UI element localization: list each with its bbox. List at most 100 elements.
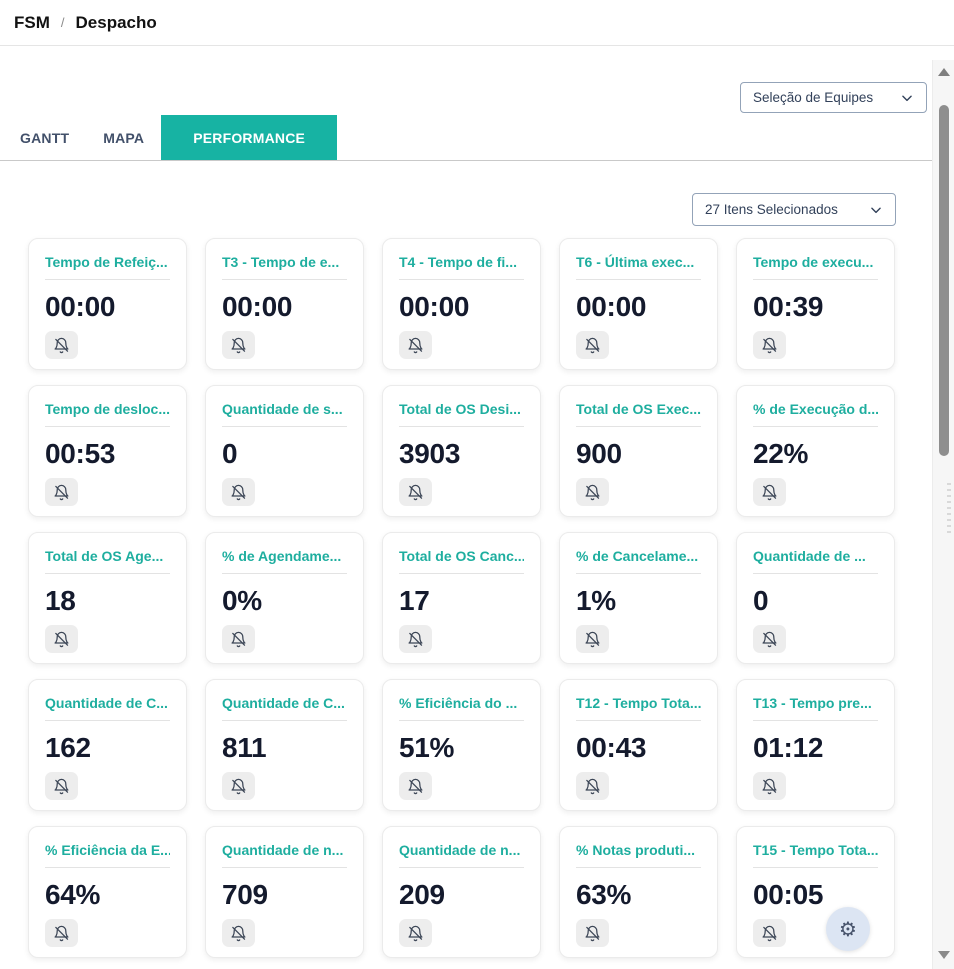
kpi-title-divider bbox=[45, 867, 170, 868]
kpi-card[interactable]: % de Agendame... 0% bbox=[205, 532, 364, 664]
mute-alert-button[interactable] bbox=[753, 331, 786, 359]
mute-alert-button[interactable] bbox=[45, 919, 78, 947]
kpi-title-divider bbox=[399, 867, 524, 868]
kpi-card-value: 17 bbox=[399, 585, 430, 616]
bell-off-icon bbox=[408, 631, 423, 647]
kpi-card[interactable]: % de Cancelame... 1% bbox=[559, 532, 718, 664]
kpi-card[interactable]: Quantidade de n... 209 bbox=[382, 826, 541, 958]
bell-off-icon bbox=[585, 631, 600, 647]
kpi-card-title: % Eficiência da E... bbox=[45, 842, 170, 858]
mute-alert-button[interactable] bbox=[753, 919, 786, 947]
kpi-title-divider bbox=[45, 279, 170, 280]
mute-alert-button[interactable] bbox=[399, 478, 432, 506]
kpi-card-title: Total de OS Desi... bbox=[399, 401, 521, 417]
kpi-card[interactable]: Quantidade de C... 811 bbox=[205, 679, 364, 811]
kpi-card[interactable]: % Eficiência da E... 64% bbox=[28, 826, 187, 958]
kpi-card[interactable]: T4 - Tempo de fi... 00:00 bbox=[382, 238, 541, 370]
kpi-title-divider bbox=[222, 720, 347, 721]
kpi-card[interactable]: Total de OS Canc... 17 bbox=[382, 532, 541, 664]
tab-gantt[interactable]: GANTT bbox=[20, 129, 70, 146]
kpi-card[interactable]: T12 - Tempo Tota... 00:43 bbox=[559, 679, 718, 811]
mute-alert-button[interactable] bbox=[222, 772, 255, 800]
team-select-dropdown[interactable]: Seleção de Equipes bbox=[740, 82, 927, 113]
breadcrumb-separator: / bbox=[60, 15, 65, 30]
mute-alert-button[interactable] bbox=[576, 919, 609, 947]
kpi-card-value: 162 bbox=[45, 732, 91, 763]
gear-icon: ⚙ bbox=[839, 918, 857, 941]
kpi-title-divider bbox=[576, 279, 701, 280]
kpi-title-divider bbox=[753, 867, 878, 868]
kpi-card[interactable]: T15 - Tempo Tota... 00:05 bbox=[736, 826, 895, 958]
mute-alert-button[interactable] bbox=[576, 625, 609, 653]
kpi-card-value: 709 bbox=[222, 879, 268, 910]
bell-off-icon bbox=[762, 337, 777, 353]
scroll-up-arrow-icon[interactable] bbox=[937, 68, 950, 76]
mute-alert-button[interactable] bbox=[753, 478, 786, 506]
mute-alert-button[interactable] bbox=[576, 478, 609, 506]
kpi-card-value: 00:43 bbox=[576, 732, 647, 763]
bell-off-icon bbox=[231, 631, 246, 647]
kpi-title-divider bbox=[399, 573, 524, 574]
mute-alert-button[interactable] bbox=[399, 625, 432, 653]
kpi-card[interactable]: Total de OS Exec... 900 bbox=[559, 385, 718, 517]
bell-off-icon bbox=[54, 778, 69, 794]
tab-mapa[interactable]: MAPA bbox=[103, 129, 145, 146]
kpi-card[interactable]: Total de OS Age... 18 bbox=[28, 532, 187, 664]
mute-alert-button[interactable] bbox=[753, 625, 786, 653]
bell-off-icon bbox=[585, 925, 600, 941]
items-select-dropdown[interactable]: 27 Itens Selecionados bbox=[692, 193, 896, 226]
kpi-card[interactable]: Tempo de execu... 00:39 bbox=[736, 238, 895, 370]
kpi-card-title: Total de OS Exec... bbox=[576, 401, 701, 417]
breadcrumb: FSM / Despacho bbox=[0, 0, 954, 46]
kpi-card-title: Quantidade de ... bbox=[753, 548, 866, 564]
kpi-card-value: 0% bbox=[222, 585, 262, 616]
kpi-card-title: Quantidade de s... bbox=[222, 401, 343, 417]
scrollbar-thumb[interactable] bbox=[938, 105, 949, 456]
mute-alert-button[interactable] bbox=[222, 331, 255, 359]
kpi-card[interactable]: T3 - Tempo de e... 00:00 bbox=[205, 238, 364, 370]
kpi-card[interactable]: % de Execução d... 22% bbox=[736, 385, 895, 517]
mute-alert-button[interactable] bbox=[399, 772, 432, 800]
mute-alert-button[interactable] bbox=[576, 331, 609, 359]
mute-alert-button[interactable] bbox=[222, 919, 255, 947]
kpi-card[interactable]: Quantidade de s... 0 bbox=[205, 385, 364, 517]
settings-fab[interactable]: ⚙ bbox=[826, 907, 870, 951]
kpi-card[interactable]: Total de OS Desi... 3903 bbox=[382, 385, 541, 517]
kpi-card-title: % de Agendame... bbox=[222, 548, 342, 564]
kpi-card[interactable]: Quantidade de ... 0 bbox=[736, 532, 895, 664]
mute-alert-button[interactable] bbox=[45, 772, 78, 800]
kpi-card-title: % Eficiência do ... bbox=[399, 695, 518, 711]
kpi-card[interactable]: Tempo de Refeiç... 00:00 bbox=[28, 238, 187, 370]
kpi-card[interactable]: T13 - Tempo pre... 01:12 bbox=[736, 679, 895, 811]
mute-alert-button[interactable] bbox=[222, 478, 255, 506]
mute-alert-button[interactable] bbox=[753, 772, 786, 800]
vertical-scrollbar[interactable] bbox=[932, 60, 954, 969]
mute-alert-button[interactable] bbox=[222, 625, 255, 653]
breadcrumb-root[interactable]: FSM bbox=[14, 12, 50, 32]
kpi-card[interactable]: Quantidade de C... 162 bbox=[28, 679, 187, 811]
kpi-card-value: 22% bbox=[753, 438, 809, 469]
mute-alert-button[interactable] bbox=[45, 331, 78, 359]
kpi-card-title: Quantidade de n... bbox=[222, 842, 344, 858]
tab-performance[interactable]: PERFORMANCE bbox=[161, 115, 338, 160]
kpi-card-title: T4 - Tempo de fi... bbox=[399, 254, 517, 270]
kpi-card[interactable]: % Notas produti... 63% bbox=[559, 826, 718, 958]
mute-alert-button[interactable] bbox=[45, 478, 78, 506]
scroll-down-arrow-icon[interactable] bbox=[937, 951, 950, 959]
mute-alert-button[interactable] bbox=[399, 919, 432, 947]
kpi-card[interactable]: T6 - Última exec... 00:00 bbox=[559, 238, 718, 370]
mute-alert-button[interactable] bbox=[576, 772, 609, 800]
kpi-title-divider bbox=[576, 426, 701, 427]
kpi-title-divider bbox=[753, 573, 878, 574]
bell-off-icon bbox=[585, 778, 600, 794]
mute-alert-button[interactable] bbox=[399, 331, 432, 359]
bell-off-icon bbox=[585, 484, 600, 500]
kpi-title-divider bbox=[753, 720, 878, 721]
kpi-card[interactable]: Tempo de desloc... 00:53 bbox=[28, 385, 187, 517]
kpi-card-value: 64% bbox=[45, 879, 101, 910]
mute-alert-button[interactable] bbox=[45, 625, 78, 653]
kpi-card-value: 00:39 bbox=[753, 291, 824, 322]
kpi-card[interactable]: % Eficiência do ... 51% bbox=[382, 679, 541, 811]
kpi-card-value: 00:53 bbox=[45, 438, 116, 469]
kpi-card[interactable]: Quantidade de n... 709 bbox=[205, 826, 364, 958]
